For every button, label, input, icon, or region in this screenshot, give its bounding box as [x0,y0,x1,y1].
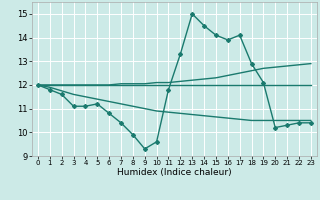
X-axis label: Humidex (Indice chaleur): Humidex (Indice chaleur) [117,168,232,177]
